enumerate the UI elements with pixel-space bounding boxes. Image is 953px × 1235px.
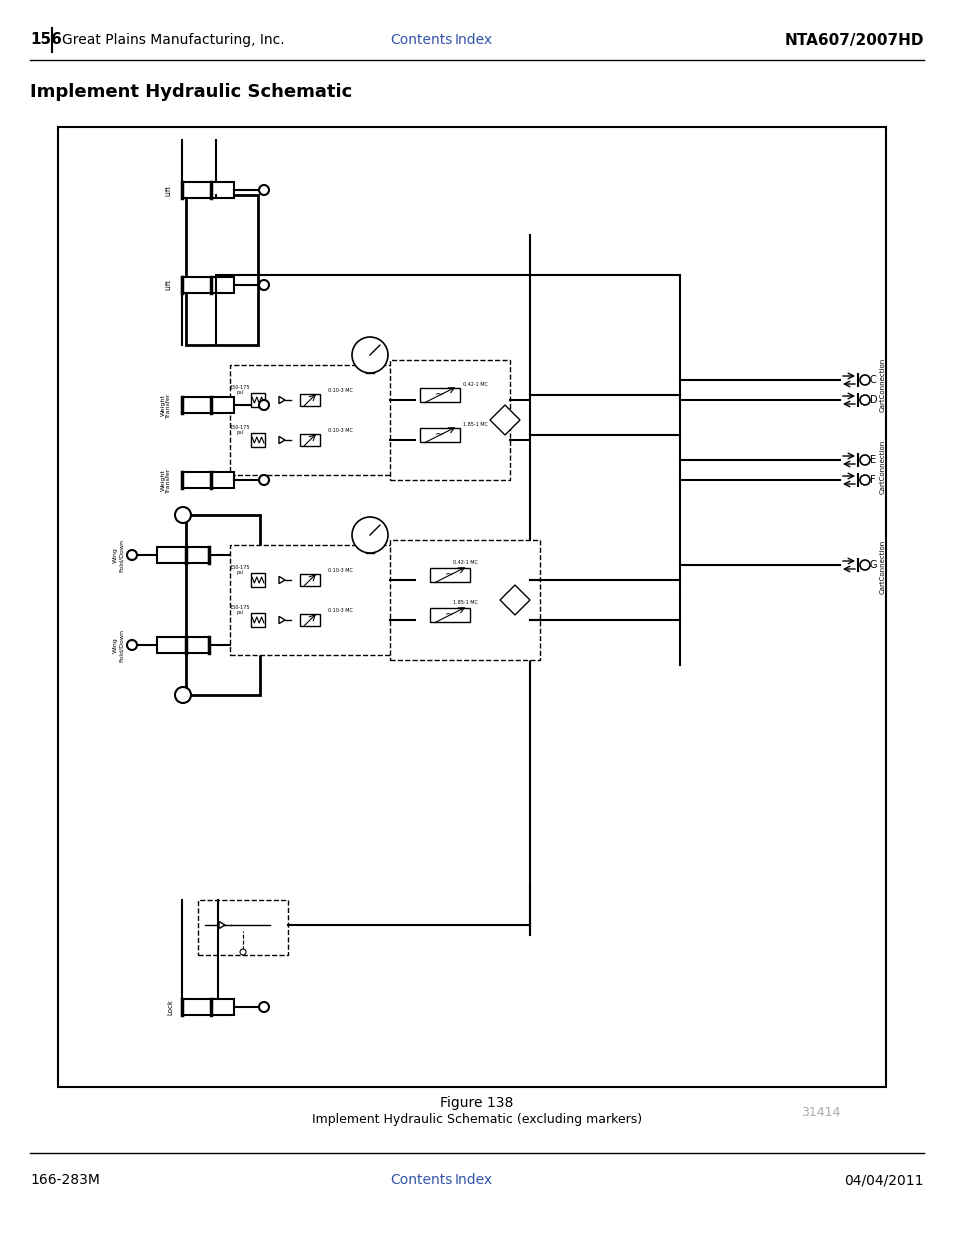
Text: 31414: 31414	[800, 1105, 840, 1119]
Bar	[419, 388, 459, 403]
Bar	[182, 277, 233, 293]
Text: Implement Hydraulic Schematic: Implement Hydraulic Schematic	[30, 83, 352, 101]
Circle shape	[127, 550, 137, 559]
Text: Implement Hydraulic Schematic (excluding markers): Implement Hydraulic Schematic (excluding…	[312, 1114, 641, 1126]
Text: F: F	[869, 475, 875, 485]
Text: 0.10-3 MC: 0.10-3 MC	[327, 568, 352, 573]
Bar	[299, 574, 319, 585]
Text: ~: ~	[445, 571, 455, 580]
Bar	[299, 433, 319, 446]
Polygon shape	[499, 585, 530, 615]
Text: ~: ~	[435, 430, 444, 440]
Polygon shape	[278, 436, 285, 443]
Bar	[390, 359, 510, 480]
Text: CartConnection: CartConnection	[879, 358, 885, 412]
Polygon shape	[278, 396, 285, 404]
Bar	[58, 127, 885, 1087]
Text: Lock: Lock	[167, 999, 172, 1015]
Text: 0.42-1 MC: 0.42-1 MC	[462, 383, 487, 388]
Circle shape	[174, 508, 191, 522]
Text: Weight
Transfer: Weight Transfer	[160, 393, 172, 417]
Text: 156: 156	[30, 32, 62, 47]
Text: 150-175
psi: 150-175 psi	[230, 605, 250, 615]
Text: Figure 138: Figure 138	[440, 1095, 513, 1110]
Text: Lift: Lift	[165, 184, 171, 195]
Text: CartConnection: CartConnection	[879, 540, 885, 594]
Bar	[182, 182, 233, 198]
Bar	[186, 515, 260, 695]
Bar	[430, 568, 470, 582]
Text: CartConnection: CartConnection	[879, 440, 885, 494]
Circle shape	[352, 337, 388, 373]
Text: Lift: Lift	[165, 279, 171, 290]
Text: Index: Index	[455, 33, 493, 47]
Text: Contents: Contents	[390, 1173, 452, 1187]
Bar	[251, 433, 265, 447]
Text: 1.85-1 MC: 1.85-1 MC	[452, 599, 476, 604]
Circle shape	[859, 375, 869, 385]
Circle shape	[258, 475, 269, 485]
Circle shape	[127, 640, 137, 650]
Polygon shape	[219, 921, 225, 929]
Text: 1.85-1 MC: 1.85-1 MC	[462, 422, 487, 427]
Bar	[157, 637, 209, 653]
Text: 04/04/2011: 04/04/2011	[843, 1173, 923, 1187]
Bar	[251, 393, 265, 408]
Text: E: E	[869, 454, 875, 466]
Text: Index: Index	[455, 1173, 493, 1187]
Bar	[157, 547, 209, 563]
Text: Weight
Transfer: Weight Transfer	[160, 467, 172, 493]
Circle shape	[258, 400, 269, 410]
Text: 0.10-3 MC: 0.10-3 MC	[327, 427, 352, 432]
Text: 150-175
psi: 150-175 psi	[230, 425, 250, 436]
Bar	[390, 540, 539, 659]
Bar	[230, 366, 415, 475]
Bar	[430, 608, 470, 622]
Text: ~: ~	[445, 610, 455, 620]
Polygon shape	[278, 577, 285, 584]
Bar	[182, 472, 233, 488]
Text: Great Plains Manufacturing, Inc.: Great Plains Manufacturing, Inc.	[62, 33, 284, 47]
Bar	[251, 573, 265, 587]
Bar	[419, 429, 459, 442]
Circle shape	[258, 1002, 269, 1011]
Circle shape	[174, 687, 191, 703]
Text: Wing
Fold/Down: Wing Fold/Down	[112, 629, 123, 662]
Text: 150-175
psi: 150-175 psi	[230, 384, 250, 395]
Circle shape	[240, 948, 246, 955]
Bar	[198, 900, 288, 955]
Text: Contents: Contents	[390, 33, 452, 47]
Text: 0.10-3 MC: 0.10-3 MC	[327, 608, 352, 613]
Bar	[182, 396, 233, 412]
Bar	[299, 614, 319, 626]
Text: 0.10-3 MC: 0.10-3 MC	[327, 388, 352, 393]
Text: 150-175
psi: 150-175 psi	[230, 564, 250, 576]
Circle shape	[258, 280, 269, 290]
Bar	[186, 195, 257, 345]
Text: G: G	[869, 559, 877, 571]
Bar	[299, 394, 319, 406]
Text: 166-283M: 166-283M	[30, 1173, 100, 1187]
Bar	[251, 613, 265, 627]
Circle shape	[258, 185, 269, 195]
Text: C: C	[869, 375, 876, 385]
Circle shape	[352, 517, 388, 553]
Polygon shape	[278, 616, 285, 624]
Circle shape	[859, 454, 869, 466]
Polygon shape	[490, 405, 519, 435]
Text: NTA607/2007HD: NTA607/2007HD	[783, 32, 923, 47]
Bar	[230, 545, 415, 655]
Text: ~: ~	[435, 390, 444, 400]
Text: 0.42-1 MC: 0.42-1 MC	[452, 559, 476, 564]
Bar	[182, 999, 233, 1015]
Text: D: D	[869, 395, 877, 405]
Circle shape	[859, 395, 869, 405]
Circle shape	[859, 475, 869, 485]
Text: Wing
Fold/Down: Wing Fold/Down	[112, 538, 123, 572]
Circle shape	[859, 559, 869, 571]
